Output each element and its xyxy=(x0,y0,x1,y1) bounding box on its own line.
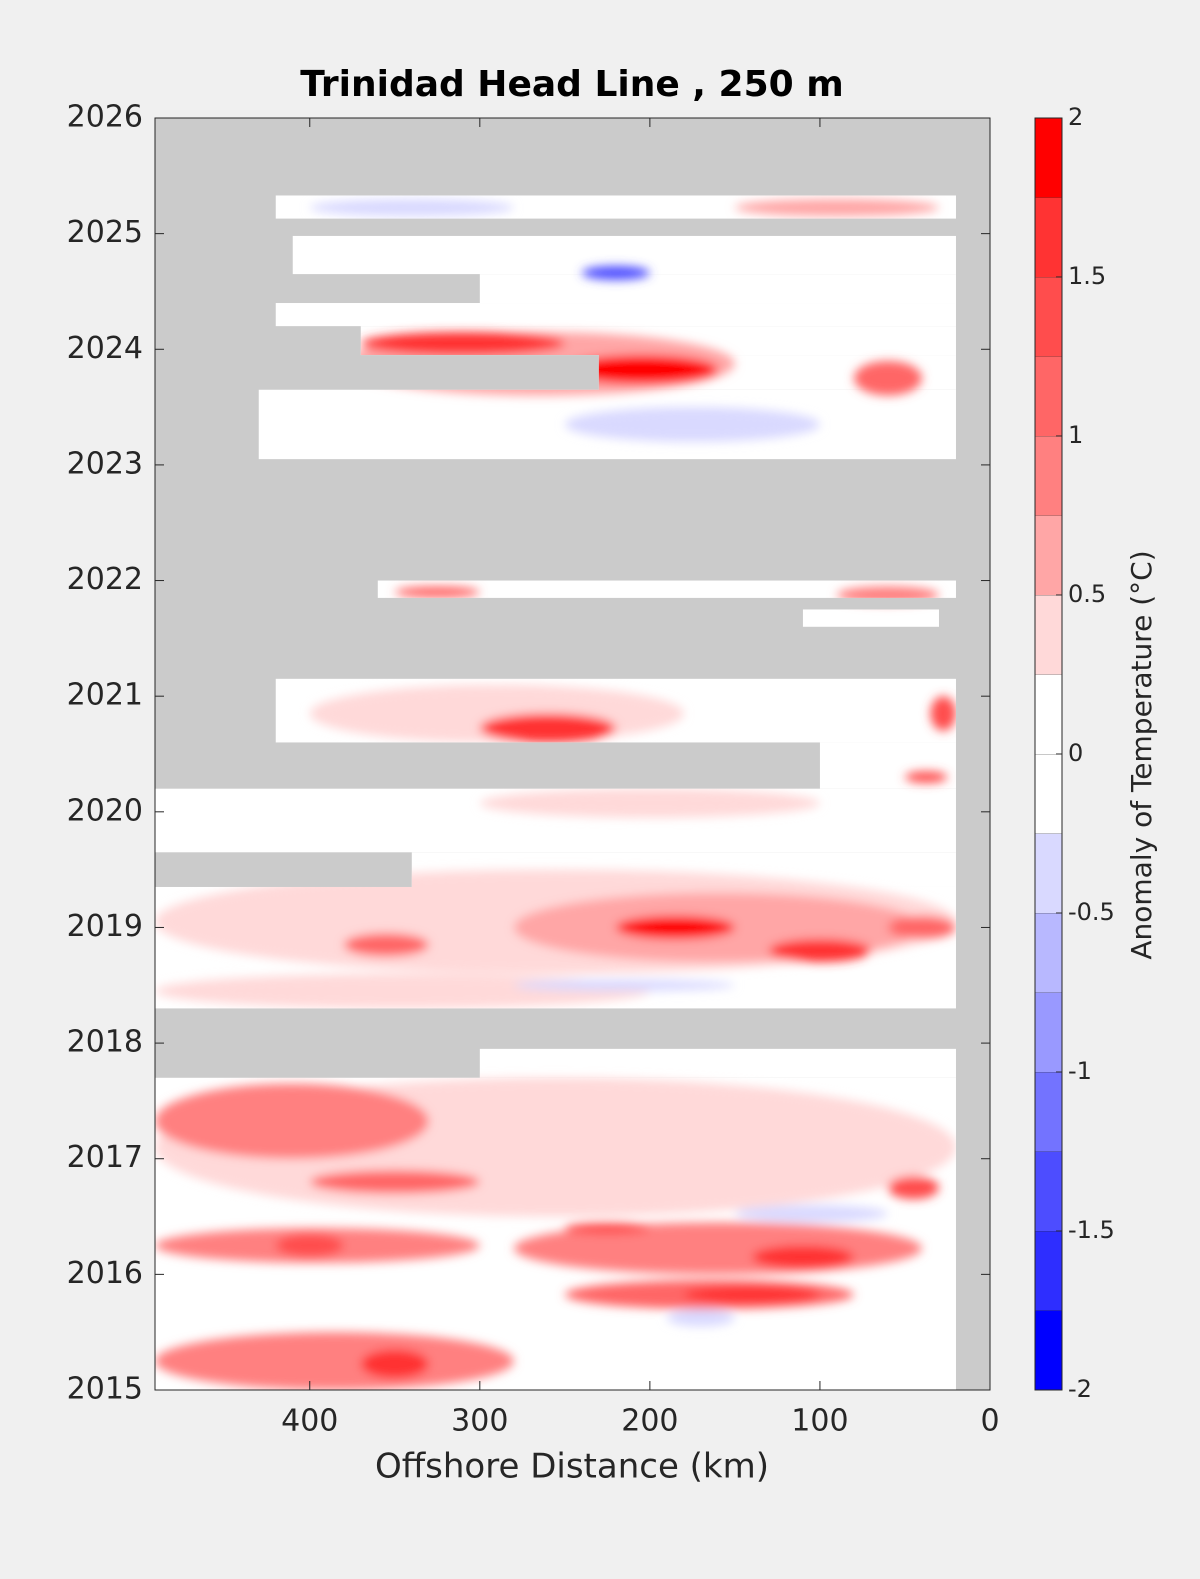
anomaly-patch xyxy=(581,266,650,280)
y-tick-label: 2018 xyxy=(67,1025,143,1060)
anomaly-patch xyxy=(155,1083,429,1159)
anomaly-patch xyxy=(275,1233,344,1258)
colorbar-tick-label: 1 xyxy=(1068,421,1083,449)
colorbar-tick-label: 1.5 xyxy=(1068,262,1106,290)
y-tick-label: 2022 xyxy=(67,562,143,597)
colorbar-block xyxy=(1035,436,1062,516)
y-tick-label: 2016 xyxy=(67,1256,143,1291)
anomaly-patch xyxy=(853,360,922,396)
y-tick-label: 2024 xyxy=(67,331,143,366)
y-tick-label: 2021 xyxy=(67,678,143,713)
anomaly-patch xyxy=(734,1204,888,1223)
anomaly-patch xyxy=(564,1222,650,1234)
colorbar-block xyxy=(1035,992,1062,1072)
anomaly-field xyxy=(155,198,956,1391)
data-coverage xyxy=(377,580,956,598)
colorbar-label: Anomaly of Temperature (°C) xyxy=(1125,550,1158,959)
anomaly-patch xyxy=(564,407,820,442)
anomaly-patch xyxy=(479,788,820,818)
colorbar-block xyxy=(1035,595,1062,675)
anomaly-patch xyxy=(564,355,718,384)
y-tick-label: 2020 xyxy=(67,793,143,828)
x-axis-label: Offshore Distance (km) xyxy=(375,1447,769,1487)
x-tick-label: 200 xyxy=(621,1404,678,1439)
chart-title: Trinidad Head Line , 250 m xyxy=(300,64,843,105)
plot-frame xyxy=(154,117,991,1391)
colorbar-tick-label: -1 xyxy=(1068,1057,1092,1085)
colorbar-block xyxy=(1035,515,1062,595)
colorbar-tick-label: 0.5 xyxy=(1068,580,1106,608)
x-tick-label: 0 xyxy=(980,1404,999,1439)
anomaly-patch xyxy=(360,1349,429,1379)
anomaly-patch xyxy=(683,1285,820,1304)
anomaly-field-inner xyxy=(155,198,956,1391)
data-coverage xyxy=(275,303,956,327)
colorbar-block xyxy=(1035,913,1062,993)
anomaly-patch xyxy=(394,586,480,598)
anomaly-patch xyxy=(734,198,939,217)
colorbar-block xyxy=(1035,197,1062,277)
anomaly-patch xyxy=(887,915,956,940)
anomaly-patch xyxy=(751,1245,854,1269)
anomaly-patch xyxy=(615,915,735,940)
anomaly-patch xyxy=(887,1176,939,1200)
colorbar-tick-label: -0.5 xyxy=(1068,898,1115,926)
data-coverage xyxy=(479,1048,956,1078)
y-tick-label: 2017 xyxy=(67,1140,143,1175)
anomaly-patch xyxy=(768,939,871,963)
colorbar-block xyxy=(1035,118,1062,198)
colorbar-tick-label: -1.5 xyxy=(1068,1216,1115,1244)
y-tick-label: 2023 xyxy=(67,446,143,481)
y-tick-label: 2019 xyxy=(67,909,143,944)
anomaly-patch xyxy=(479,713,616,743)
colorbar-block xyxy=(1035,1231,1062,1311)
data-coverage xyxy=(479,274,956,304)
colorbar-tick-label: 2 xyxy=(1068,103,1083,131)
anomaly-patch xyxy=(155,1332,514,1391)
colorbar-block xyxy=(1035,1072,1062,1152)
anomaly-patch xyxy=(666,1309,735,1327)
y-tick-label: 2015 xyxy=(67,1372,143,1407)
colorbar-tick-label: 0 xyxy=(1068,739,1083,767)
colorbar-tick-label: -2 xyxy=(1068,1375,1092,1403)
anomaly-patch xyxy=(343,933,429,957)
colorbar-block xyxy=(1035,356,1062,436)
anomaly-patch xyxy=(360,331,565,356)
colorbar-block xyxy=(1035,674,1062,754)
x-tick-label: 400 xyxy=(281,1404,338,1439)
anomaly-patch xyxy=(155,973,650,1009)
anomaly-patch xyxy=(904,771,948,783)
x-tick-label: 300 xyxy=(451,1404,508,1439)
y-tick-label: 2025 xyxy=(67,215,143,250)
colorbar-block xyxy=(1035,1151,1062,1231)
x-tick-label: 100 xyxy=(791,1404,848,1439)
colorbar-block xyxy=(1035,833,1062,913)
anomaly-patch xyxy=(309,1170,480,1194)
colorbar-block xyxy=(1035,277,1062,357)
colorbar-block xyxy=(1035,1310,1062,1390)
y-tick-label: 2026 xyxy=(67,100,143,135)
data-coverage xyxy=(802,609,939,627)
anomaly-patch xyxy=(309,198,514,217)
anomaly-patch xyxy=(513,979,735,992)
anomaly-patch xyxy=(930,696,956,731)
colorbar-block xyxy=(1035,754,1062,834)
